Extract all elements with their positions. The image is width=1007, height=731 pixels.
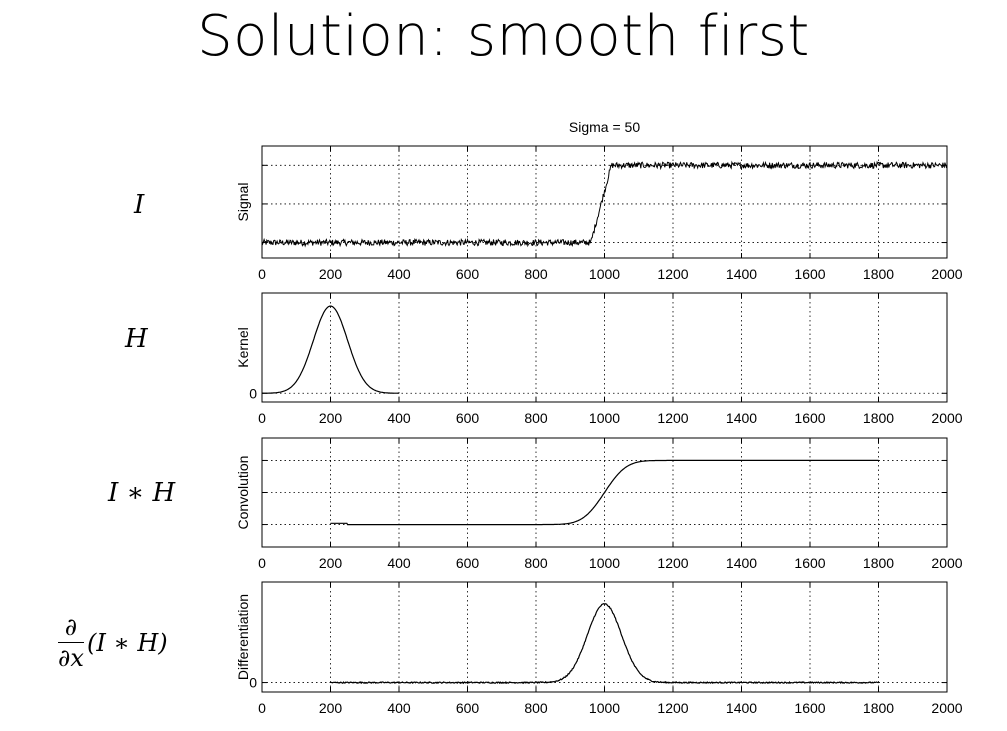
y-axis-label: Differentiation <box>235 594 251 680</box>
plot-frame <box>261 581 948 693</box>
x-tick-label: 600 <box>456 266 480 282</box>
series-line <box>261 160 948 248</box>
derivative-argument: (I ∗ H) <box>86 628 168 657</box>
x-tick-label: 0 <box>258 700 266 716</box>
signal-row-label: I <box>134 190 145 220</box>
x-tick-label: 400 <box>387 555 411 571</box>
x-tick-label: 600 <box>456 410 480 426</box>
series-line <box>330 459 879 526</box>
x-tick-label: 200 <box>319 266 343 282</box>
x-tick-label: 0 <box>258 555 266 571</box>
derivative-numerator: ∂ <box>58 612 84 643</box>
x-tick-label: 400 <box>387 410 411 426</box>
x-tick-label: 1800 <box>863 555 894 571</box>
x-tick-label: 200 <box>319 700 343 716</box>
x-tick-label: 400 <box>387 700 411 716</box>
series-line <box>261 305 400 394</box>
x-tick-label: 1200 <box>657 410 688 426</box>
x-tick-label: 1200 <box>657 700 688 716</box>
x-tick-label: 800 <box>524 700 548 716</box>
x-tick-label: 1000 <box>589 700 620 716</box>
x-tick-label: 600 <box>456 700 480 716</box>
x-tick-label: 2000 <box>931 410 962 426</box>
x-tick-label: 1400 <box>726 266 757 282</box>
x-tick-label: 1800 <box>863 410 894 426</box>
convolution-row-label: I ∗ H <box>108 478 176 508</box>
x-tick-label: 400 <box>387 266 411 282</box>
x-tick-label: 1600 <box>794 410 825 426</box>
x-tick-label: 800 <box>524 555 548 571</box>
x-tick-label: 0 <box>258 410 266 426</box>
x-tick-label: 1000 <box>589 266 620 282</box>
x-tick-label: 1600 <box>794 266 825 282</box>
y-axis-label: Kernel <box>235 327 251 367</box>
x-tick-label: 1400 <box>726 700 757 716</box>
x-tick-label: 1000 <box>589 555 620 571</box>
x-tick-label: 1400 <box>726 410 757 426</box>
plot-frame <box>261 292 948 403</box>
y-axis-label: Convolution <box>235 456 251 530</box>
y-tick-label: 0 <box>249 385 257 401</box>
plot-frame <box>261 145 948 259</box>
derivative-fraction: ∂ ∂x <box>58 612 84 673</box>
plot-frame <box>261 437 948 548</box>
chart-panel-2: Kernel 0 200 400 600 800 1000 1200 1400 1600 1800 2… <box>235 292 963 426</box>
series-line <box>330 603 879 685</box>
x-tick-label: 2000 <box>931 266 962 282</box>
chart-panel-3: Convolution 0 200 400 600 800 1000 1200 1400 1600… <box>235 437 963 571</box>
x-tick-label: 200 <box>319 410 343 426</box>
x-tick-label: 1200 <box>657 266 688 282</box>
x-tick-label: 1600 <box>794 700 825 716</box>
x-tick-label: 200 <box>319 555 343 571</box>
x-tick-label: 2000 <box>931 700 962 716</box>
x-tick-label: 800 <box>524 410 548 426</box>
x-tick-label: 1800 <box>863 700 894 716</box>
chart-panel-1: Sigma = 50 Signal 0 200 400 600 800 1000 1200 140… <box>235 119 963 282</box>
derivative-denominator: ∂x <box>58 644 84 672</box>
x-tick-label: 1200 <box>657 555 688 571</box>
y-tick-label: 0 <box>249 675 257 691</box>
derivative-row-label: ∂ ∂x (I ∗ H) <box>58 612 168 673</box>
y-axis-label: Signal <box>235 183 251 222</box>
x-tick-label: 1000 <box>589 410 620 426</box>
x-tick-label: 2000 <box>931 555 962 571</box>
kernel-row-label: H <box>125 324 148 354</box>
x-tick-label: 600 <box>456 555 480 571</box>
x-tick-label: 1600 <box>794 555 825 571</box>
slide-title: Solution: smooth first <box>197 4 810 69</box>
x-tick-label: 800 <box>524 266 548 282</box>
chart-title: Sigma = 50 <box>569 119 640 135</box>
x-tick-label: 0 <box>258 266 266 282</box>
x-tick-label: 1400 <box>726 555 757 571</box>
x-tick-label: 1800 <box>863 266 894 282</box>
